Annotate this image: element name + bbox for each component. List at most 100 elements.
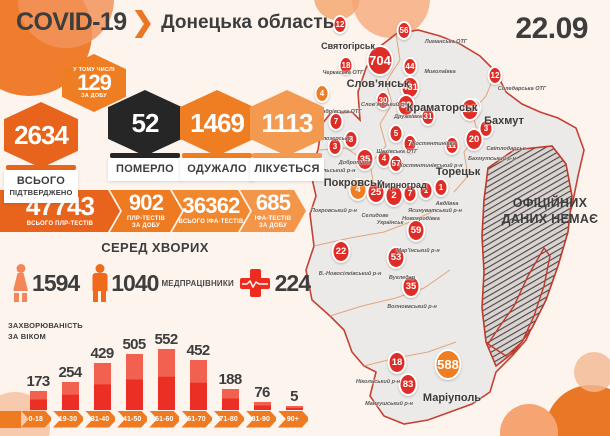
map-pin[interactable]: 83 [398, 373, 418, 398]
map-pin[interactable]: 35 [355, 148, 375, 173]
map-pin[interactable]: 172 [460, 98, 480, 123]
map-place-label: Святогірськ [321, 41, 375, 51]
virus-blob-icon [314, 0, 360, 20]
stat-label-primary: ВСЬОГО [16, 175, 66, 187]
map-pin[interactable]: 5 [388, 124, 404, 145]
report-date: 22.09 [515, 12, 588, 45]
map-place-label: Бахмут [484, 115, 524, 127]
map-pin-value: 60 [396, 94, 416, 117]
map-pin-value: 588 [434, 349, 462, 380]
medworkers-label: МЕДПРАЦІВНИКИ [161, 278, 234, 288]
map-pin-value: 5 [388, 124, 404, 143]
map-pin[interactable]: 60 [396, 94, 416, 119]
map-pin-value: 20 [464, 128, 484, 151]
map-place-label: Соледарська ОТГ [497, 86, 547, 92]
map-pin[interactable]: 44 [402, 57, 418, 78]
map-pin[interactable]: 12 [487, 66, 503, 87]
page-header: COVID-19 ❯ Донецька область [16, 8, 334, 37]
map-pin[interactable]: 1 [433, 178, 449, 199]
map-place-label: Добропілля [338, 160, 372, 166]
chart-x-tick-label: 81-90 [251, 415, 270, 423]
chart-bar-group: 552 [150, 318, 182, 410]
chart-bar-value: 429 [90, 345, 115, 362]
map-pin-value: 1 [418, 181, 434, 200]
stat-caption: ЛІКУЄТЬСЯ [250, 158, 324, 181]
map-pin[interactable]: 56 [396, 21, 412, 42]
map-pin[interactable]: 7 [402, 134, 418, 155]
test-value: 902 [128, 189, 164, 215]
map-pin[interactable]: 7 [402, 184, 418, 205]
stat-value: 1469 [190, 107, 245, 138]
map-place-label: Бахмутський р-н [468, 156, 516, 162]
map-pin[interactable]: 35 [401, 275, 421, 300]
chart-bar [253, 402, 271, 410]
map-place-label: Костянтинівка [412, 141, 456, 147]
map-pin[interactable]: 57 [388, 154, 404, 175]
chart-bar-value: 505 [122, 336, 147, 353]
map-pin-value: 57 [388, 154, 404, 173]
test-stat-3: 36362 ВСЬОГО ІФА-ТЕСТІВ [172, 190, 250, 232]
chart-bar-group: 452 [182, 318, 214, 410]
map-pin-value: 12 [487, 66, 503, 85]
chart-bar [125, 354, 143, 410]
map-pin[interactable]: 704 [366, 45, 394, 78]
map-pin[interactable]: 12 [332, 15, 348, 36]
chart-x-tick: 31-40 [85, 410, 116, 428]
map-pin-value: 35 [355, 148, 375, 171]
map-pin[interactable]: 59 [406, 219, 426, 244]
map-place-label: Миколаївка [424, 69, 456, 75]
female-count: 1594 [32, 269, 80, 296]
map-pin[interactable]: 22 [331, 240, 351, 265]
test-label: ВСЬОГО ІФА-ТЕСТІВ [178, 219, 244, 226]
map-pin[interactable]: 30 [375, 91, 391, 112]
chart-bar [61, 382, 79, 410]
chart-bar-group: 254 [54, 318, 86, 410]
map-pin[interactable]: 1 [418, 181, 434, 202]
map-pin[interactable]: 20 [464, 128, 484, 153]
map-pin-value: 44 [402, 57, 418, 76]
map-pin[interactable]: 31 [420, 107, 436, 128]
map-pin-value: 59 [406, 219, 426, 242]
map-place-label: Селидове [361, 213, 389, 219]
map-place-label: Добропільський р-н [300, 168, 356, 174]
map-pin[interactable]: 11 [444, 136, 460, 157]
axis-stub [0, 410, 21, 428]
map-pin[interactable]: 7 [328, 112, 344, 133]
among-patients-title: СЕРЕД ХВОРИХ [101, 240, 209, 255]
map-pin-value: 35 [401, 275, 421, 298]
map-pin[interactable]: 4 [348, 178, 368, 203]
chart-x-tick: 90+ [277, 410, 308, 428]
chart-bar [285, 406, 303, 410]
female-icon [10, 264, 31, 302]
map-pin[interactable]: 3 [327, 137, 343, 158]
chart-bar-group: 429 [86, 318, 118, 410]
chart-x-tick: 19-30 [52, 410, 83, 428]
map-pin[interactable]: 18 [338, 56, 354, 77]
map-pin[interactable]: 53 [386, 246, 406, 271]
map-pin[interactable]: 18 [387, 351, 407, 376]
map-place-label: Маріуполь [422, 392, 482, 404]
map-pin[interactable]: 8 [343, 130, 359, 151]
chevron-right-icon: ❯ [131, 7, 155, 37]
chart-bar-group: 505 [118, 318, 150, 410]
map-pin[interactable]: 588 [434, 349, 462, 382]
map-pin[interactable]: 4 [314, 84, 330, 105]
chart-x-tick-label: 19-30 [58, 415, 78, 423]
chart-bar-group: 188 [214, 318, 246, 410]
map-pin-value: 56 [396, 21, 412, 40]
chart-x-tick-label: 71-80 [219, 415, 238, 423]
map-place-label: Дружківка [394, 114, 422, 120]
map-place-label: Покровський р-н [311, 208, 357, 214]
chart-bars: 173 254 429 505 552 452 188 76 5 [22, 318, 310, 410]
map-place-label: Костянтинівський р-н [399, 163, 463, 169]
map-place-label: Краматорськ [406, 102, 478, 114]
stat-label-primary: ОДУЖАЛО [187, 163, 247, 175]
map-pin-value: 18 [387, 351, 407, 374]
map-pin-value: 7 [328, 112, 344, 131]
map-pin-value: 12 [332, 15, 348, 34]
chart-x-tick-label: 41-50 [123, 415, 142, 423]
map-pin-value: 1 [433, 178, 449, 197]
chart-x-tick: 41-50 [117, 410, 148, 428]
page-title: COVID-19 [16, 8, 127, 36]
